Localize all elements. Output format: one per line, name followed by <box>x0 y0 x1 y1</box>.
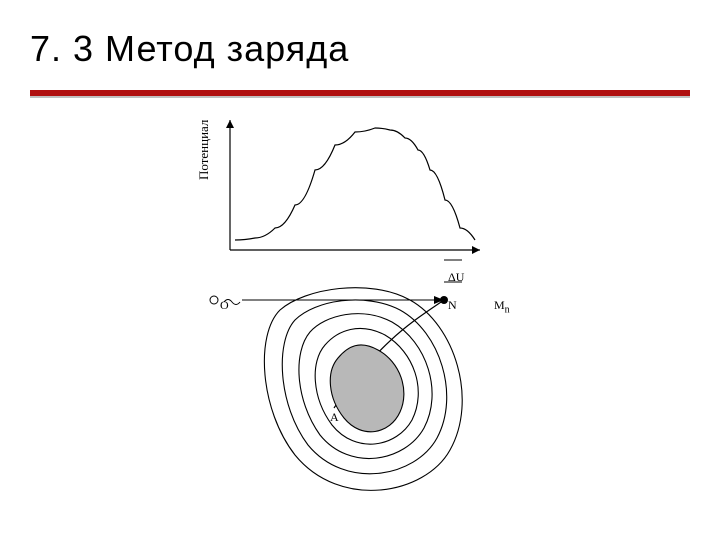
label-delta-u: ΔU <box>448 270 464 285</box>
label-N: N <box>448 298 457 313</box>
title-rule-gray <box>30 96 690 98</box>
slide: 7. 3 Метод заряда Потенциал ΔU O N Mn A <box>0 0 720 540</box>
y-axis-label: Потенциал <box>196 120 212 180</box>
label-O: O <box>220 298 229 313</box>
label-M: Mn <box>494 298 510 315</box>
figure: Потенциал ΔU O N Mn A <box>200 110 520 510</box>
figure-svg <box>200 110 520 510</box>
label-M-sub: n <box>505 304 510 315</box>
label-A: A <box>330 410 339 425</box>
label-M-text: M <box>494 298 505 312</box>
page-title: 7. 3 Метод заряда <box>30 28 349 70</box>
